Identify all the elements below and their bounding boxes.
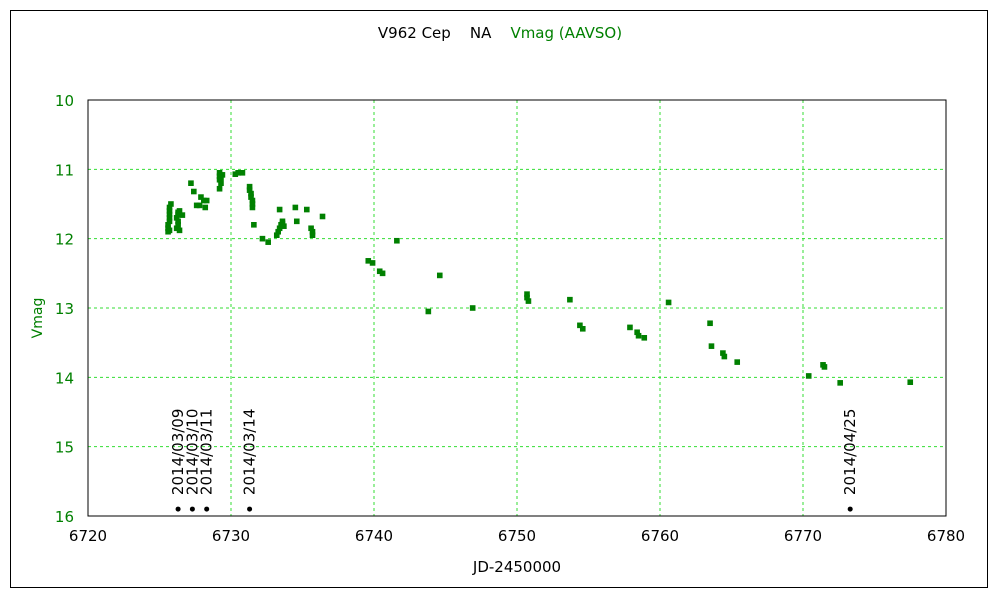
data-point [276, 206, 283, 213]
date-marker-dot [247, 506, 253, 512]
data-point [196, 202, 203, 209]
data-point [309, 232, 316, 238]
data-point [251, 222, 257, 228]
y-tick-label: 11 [55, 161, 74, 179]
data-point [425, 308, 432, 315]
data-point [707, 320, 713, 327]
data-point [303, 206, 310, 213]
data-point [721, 353, 728, 360]
y-tick-label: 10 [55, 92, 74, 110]
axis-ticks: 6720 6730 6740 6750 6760 6770 6780 10 11 12 13 14 15… [55, 92, 965, 545]
date-marker-label: 2014/03/10 [183, 409, 201, 495]
x-tick-label: 6730 [212, 527, 250, 545]
data-point [627, 324, 633, 331]
y-tick-label: 15 [55, 439, 74, 457]
data-point [641, 335, 648, 341]
data-point [239, 170, 246, 176]
data-point [469, 305, 476, 311]
data-point [319, 213, 326, 220]
plot-area-border [87, 99, 947, 517]
date-marker-label: 2014/03/11 [198, 409, 216, 495]
x-tick-label: 6770 [784, 527, 822, 545]
chart-title: V962 Cep NA Vmag (AAVSO) [0, 24, 1000, 42]
x-tick-label: 6740 [355, 527, 393, 545]
data-point [821, 364, 828, 370]
data-point [525, 298, 532, 304]
data-point [579, 325, 586, 332]
data-point [176, 227, 183, 234]
data-point [218, 180, 224, 186]
y-tick-label: 13 [55, 300, 74, 318]
data-point [907, 379, 914, 385]
date-marker-dot [847, 506, 853, 512]
data-point [293, 218, 300, 225]
data-point [188, 180, 194, 186]
x-tick-label: 6780 [927, 527, 965, 545]
x-tick-label: 6750 [498, 527, 536, 545]
data-point [577, 322, 583, 329]
data-point [665, 299, 672, 306]
date-marker-dot [189, 506, 195, 512]
date-marker-label: 2014/03/14 [241, 409, 259, 495]
data-point [805, 373, 812, 379]
data-point [198, 194, 204, 200]
y-axis-label: Vmag [30, 298, 46, 339]
date-marker-label: 2014/04/25 [841, 409, 859, 495]
data-point [203, 197, 210, 204]
data-point [379, 270, 386, 277]
data-point [708, 343, 715, 349]
title-star: V962 Cep [377, 24, 451, 42]
data-point [259, 235, 266, 242]
data-point [219, 172, 226, 178]
data-point [191, 188, 197, 195]
data-point [168, 201, 174, 207]
chart-frame [10, 10, 988, 588]
data-point [734, 359, 741, 365]
data-point [292, 204, 299, 211]
x-tick-label: 6760 [641, 527, 679, 545]
x-tick-label: 6720 [69, 527, 107, 545]
data-point [281, 223, 287, 229]
data-point [265, 239, 271, 245]
y-tick-label: 12 [55, 231, 74, 249]
y-tick-label: 14 [55, 369, 74, 387]
title-band: Vmag (AAVSO) [510, 24, 623, 42]
grid [88, 100, 946, 516]
data-point [436, 272, 443, 279]
data-point [249, 204, 256, 211]
x-axis-label: JD-2450000 [472, 558, 561, 576]
data-point [216, 185, 223, 192]
data-point [837, 380, 843, 386]
y-tick-label: 16 [55, 508, 74, 526]
title-type: NA [469, 24, 492, 42]
data-point [179, 212, 186, 218]
data-point [166, 227, 173, 234]
data-points [165, 170, 914, 386]
data-point [567, 296, 573, 303]
data-point [202, 204, 209, 211]
date-marker-dot [175, 506, 181, 512]
data-point [394, 237, 400, 244]
data-point [369, 260, 376, 266]
date-marker-label: 2014/03/09 [169, 409, 187, 495]
data-point [635, 332, 642, 339]
date-marker-dot [204, 506, 210, 512]
